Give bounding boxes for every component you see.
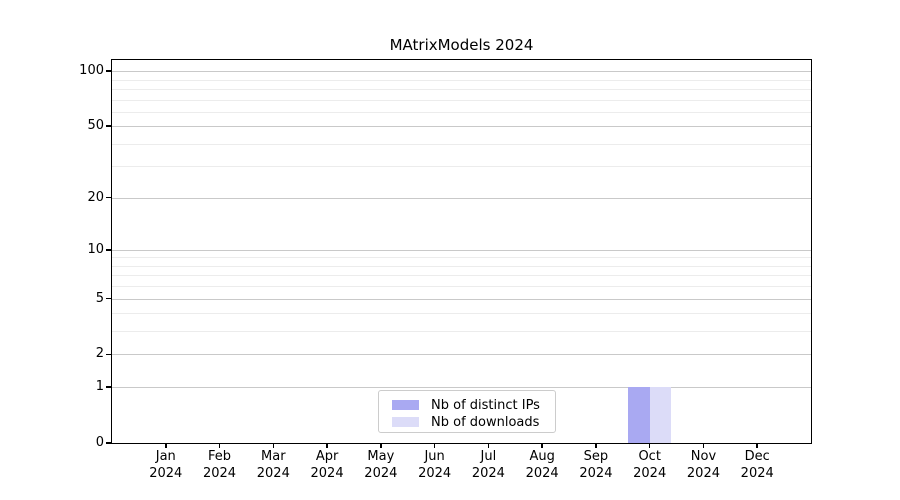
y-tick-mark-1 xyxy=(106,386,112,388)
gridline-major-5 xyxy=(112,298,811,300)
x-tick-mark-Apr xyxy=(326,443,328,448)
y-tick-mark-20 xyxy=(106,196,112,199)
gridline-minor-4 xyxy=(112,313,811,315)
gridline-minor-80 xyxy=(112,88,811,90)
x-tick-year: 2024 xyxy=(740,465,774,481)
x-tick-mark-Feb xyxy=(218,443,221,448)
x-tick-month: Sep xyxy=(583,449,609,464)
x-tick-mark-Mar xyxy=(272,443,275,448)
y-tick-label-0: 0 xyxy=(95,435,104,450)
gridline-major-50 xyxy=(112,126,811,128)
y-tick-mark-0 xyxy=(106,442,112,444)
gridline-minor-40 xyxy=(112,143,811,145)
x-tick-mark-Nov xyxy=(702,443,705,448)
x-tick-label-Mar: Mar 2024 xyxy=(243,449,303,482)
x-tick-month: May xyxy=(367,449,395,464)
y-tick-mark-5 xyxy=(106,297,112,300)
gridline-major-10 xyxy=(112,249,811,251)
y-tick-label-100: 100 xyxy=(79,63,104,79)
x-tick-year: 2024 xyxy=(256,465,290,481)
x-tick-year: 2024 xyxy=(686,465,720,481)
x-tick-month: Jul xyxy=(480,449,497,464)
y-tick-label-10: 10 xyxy=(87,241,104,257)
x-tick-month: Feb xyxy=(208,449,232,464)
legend-item-downloads: Nb of downloads xyxy=(386,414,548,430)
gridline-minor-6 xyxy=(112,286,811,288)
x-tick-month: Mar xyxy=(261,449,286,464)
gridline-major-20 xyxy=(112,197,811,199)
legend-label-distinct-ips: Nb of distinct IPs xyxy=(431,397,540,413)
x-tick-month: Aug xyxy=(529,449,555,464)
y-tick-label-2: 2 xyxy=(95,346,104,362)
chart-title: MAtrixModels 2024 xyxy=(389,36,534,54)
x-tick-label-Jan: Jan 2024 xyxy=(136,449,196,482)
x-tick-mark-Dec xyxy=(756,443,758,448)
gridline-major-2 xyxy=(112,354,811,356)
gridline-minor-70 xyxy=(112,99,811,101)
gridline-major-1 xyxy=(112,387,811,389)
legend-label-downloads: Nb of downloads xyxy=(431,414,540,430)
x-tick-year: 2024 xyxy=(471,465,505,481)
legend-swatch-distinct-ips xyxy=(392,400,419,410)
y-tick-label-5: 5 xyxy=(95,290,104,306)
bar-Oct-nb-of-distinct-ips xyxy=(628,387,650,443)
x-tick-label-May: May 2024 xyxy=(351,449,411,482)
gridline-minor-90 xyxy=(112,79,811,81)
y-tick-label-1: 1 xyxy=(95,379,104,395)
y-tick-label-20: 20 xyxy=(87,189,104,205)
bars-layer xyxy=(112,60,811,443)
x-tick-year: 2024 xyxy=(310,465,344,481)
y-tick-mark-10 xyxy=(106,249,112,251)
x-tick-mark-May xyxy=(380,443,382,448)
legend: Nb of distinct IPs Nb of downloads xyxy=(378,390,556,433)
x-tick-label-Aug: Aug 2024 xyxy=(512,449,572,482)
x-tick-month: Jan xyxy=(155,449,176,464)
x-tick-month: Dec xyxy=(744,449,770,464)
x-tick-year: 2024 xyxy=(418,465,452,481)
x-tick-mark-Aug xyxy=(541,443,543,448)
y-tick-mark-2 xyxy=(106,353,112,356)
x-tick-month: Nov xyxy=(690,449,717,464)
x-tick-label-Nov: Nov 2024 xyxy=(673,449,733,482)
x-tick-month: Apr xyxy=(315,449,339,464)
x-tick-year: 2024 xyxy=(579,465,613,481)
x-tick-mark-Sep xyxy=(595,443,597,448)
gridline-major-100 xyxy=(112,71,811,73)
gridline-minor-60 xyxy=(112,111,811,113)
y-tick-label-50: 50 xyxy=(87,118,104,134)
x-tick-mark-Oct xyxy=(648,443,651,448)
x-tick-year: 2024 xyxy=(149,465,183,481)
x-tick-year: 2024 xyxy=(525,465,559,481)
legend-swatch-downloads xyxy=(392,417,419,427)
x-tick-mark-Jun xyxy=(433,443,436,448)
gridline-minor-7 xyxy=(112,275,811,277)
x-tick-month: Oct xyxy=(638,449,661,464)
x-tick-year: 2024 xyxy=(633,465,667,481)
x-tick-mark-Jul xyxy=(487,443,490,448)
x-tick-label-Jul: Jul 2024 xyxy=(458,449,518,482)
x-tick-label-Feb: Feb 2024 xyxy=(190,449,250,482)
y-tick-mark-50 xyxy=(106,125,112,127)
gridline-minor-8 xyxy=(112,265,811,267)
bar-Oct-nb-of-downloads xyxy=(649,387,672,443)
y-tick-mark-100 xyxy=(106,70,112,72)
gridline-minor-30 xyxy=(112,166,811,168)
x-tick-year: 2024 xyxy=(202,465,237,481)
legend-item-distinct-ips: Nb of distinct IPs xyxy=(386,397,548,413)
x-tick-month: Jun xyxy=(424,449,445,464)
x-tick-label-Sep: Sep 2024 xyxy=(566,449,626,482)
gridlines-layer xyxy=(112,60,811,443)
x-tick-label-Jun: Jun 2024 xyxy=(405,449,465,482)
x-tick-year: 2024 xyxy=(364,465,398,481)
x-tick-label-Oct: Oct 2024 xyxy=(620,449,680,482)
x-tick-mark-Jan xyxy=(165,443,167,448)
gridline-minor-9 xyxy=(112,257,811,259)
x-tick-label-Apr: Apr 2024 xyxy=(297,449,357,482)
x-tick-label-Dec: Dec 2024 xyxy=(727,449,787,482)
gridline-minor-3 xyxy=(112,331,811,333)
